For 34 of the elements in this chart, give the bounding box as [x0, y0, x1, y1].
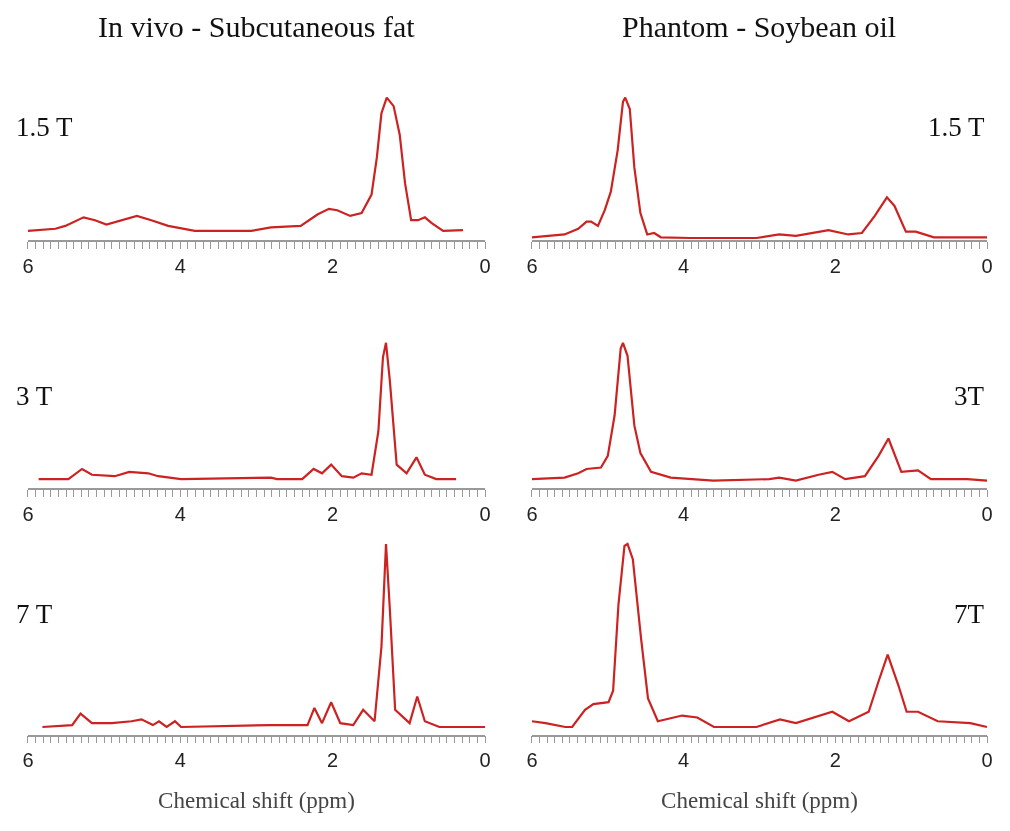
x-tick-label: 0 [981, 749, 993, 772]
x-tick-label: 4 [678, 502, 690, 525]
x-tick-label: 2 [829, 749, 841, 772]
chart-title: Phantom - Soybean oil [622, 10, 897, 43]
annotation: 1.5 T [16, 112, 74, 142]
x-tick-label: 6 [526, 502, 538, 525]
annotation: 3T [954, 381, 985, 411]
annotation: 7T [954, 599, 985, 629]
x-tick-label: 4 [678, 749, 690, 772]
x-tick-label: 2 [327, 254, 339, 277]
x-tick-label: 2 [829, 254, 841, 277]
x-axis-title: Chemical shift (ppm) [661, 788, 858, 814]
x-tick-label: 6 [22, 254, 34, 277]
x-tick-label: 0 [479, 749, 491, 772]
x-axis-title: Chemical shift (ppm) [158, 788, 355, 814]
x-tick-label: 6 [526, 254, 538, 277]
x-tick-label: 2 [327, 749, 339, 772]
x-tick-label: 0 [981, 502, 993, 525]
x-tick-label: 4 [174, 502, 186, 525]
x-tick-label: 6 [526, 749, 538, 772]
x-tick-label: 0 [479, 502, 491, 525]
annotation: 7 T [16, 599, 53, 629]
x-tick-label: 2 [327, 502, 339, 525]
x-tick-label: 0 [981, 254, 993, 277]
x-tick-label: 4 [174, 254, 186, 277]
x-tick-label: 4 [678, 254, 690, 277]
chart-title: In vivo - Subcutaneous fat [98, 10, 416, 43]
x-tick-label: 4 [174, 749, 186, 772]
annotation: 3 T [16, 381, 53, 411]
x-tick-label: 6 [22, 749, 34, 772]
x-tick-label: 2 [829, 502, 841, 525]
annotation: 1.5 T [928, 112, 986, 142]
x-tick-label: 0 [479, 254, 491, 277]
x-tick-label: 6 [22, 502, 34, 525]
